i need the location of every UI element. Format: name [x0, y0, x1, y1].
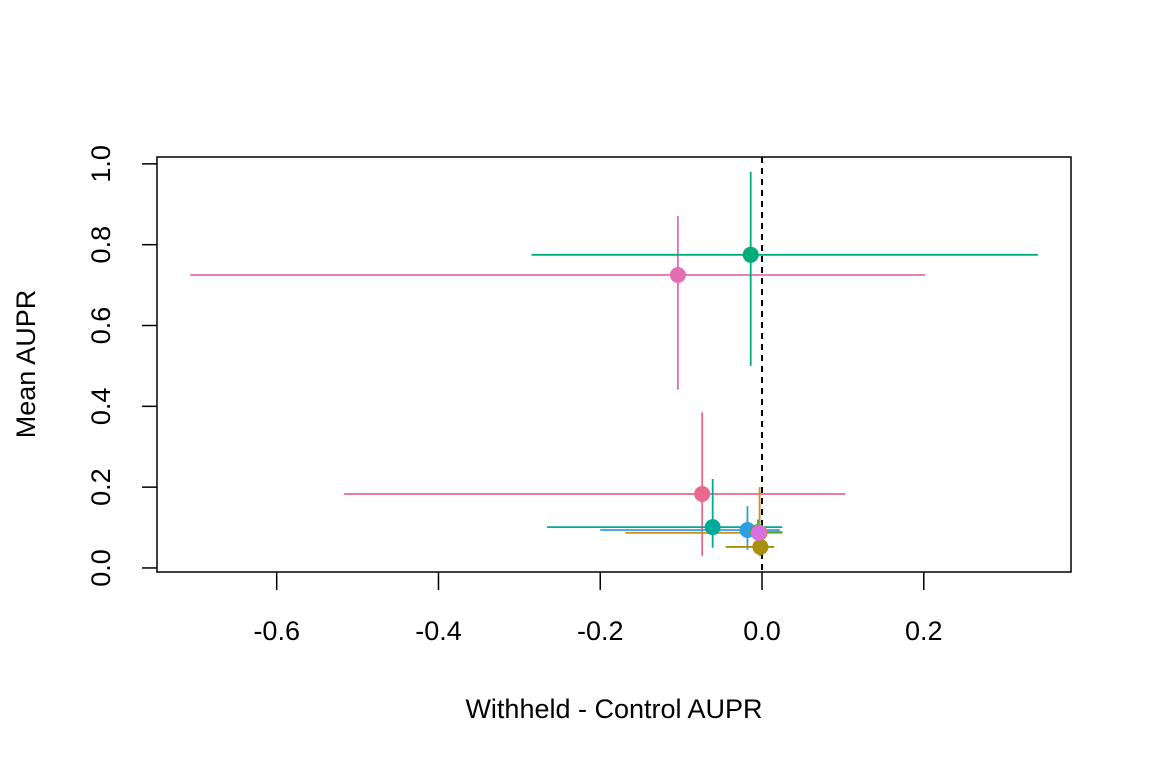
x-tick-label: -0.2 — [577, 616, 624, 646]
point — [742, 246, 759, 263]
y-axis-label: Mean AUPR — [11, 290, 41, 439]
x-tick-label: -0.4 — [415, 616, 462, 646]
point — [750, 524, 767, 541]
y-tick-label: 0.0 — [86, 549, 116, 587]
x-tick-label: 0.2 — [905, 616, 943, 646]
y-tick-label: 0.6 — [86, 307, 116, 345]
x-tick-label: 0.0 — [743, 616, 781, 646]
point — [669, 266, 686, 283]
point — [704, 519, 721, 536]
y-tick-label: 0.2 — [86, 468, 116, 506]
point — [694, 486, 711, 503]
point — [752, 538, 769, 555]
y-tick-label: 0.8 — [86, 226, 116, 264]
x-tick-label: -0.6 — [253, 616, 300, 646]
plot-box — [156, 156, 1072, 573]
y-tick-label: 0.4 — [86, 388, 116, 426]
y-tick-label: 1.0 — [86, 145, 116, 183]
x-axis-label: Withheld - Control AUPR — [465, 694, 762, 724]
